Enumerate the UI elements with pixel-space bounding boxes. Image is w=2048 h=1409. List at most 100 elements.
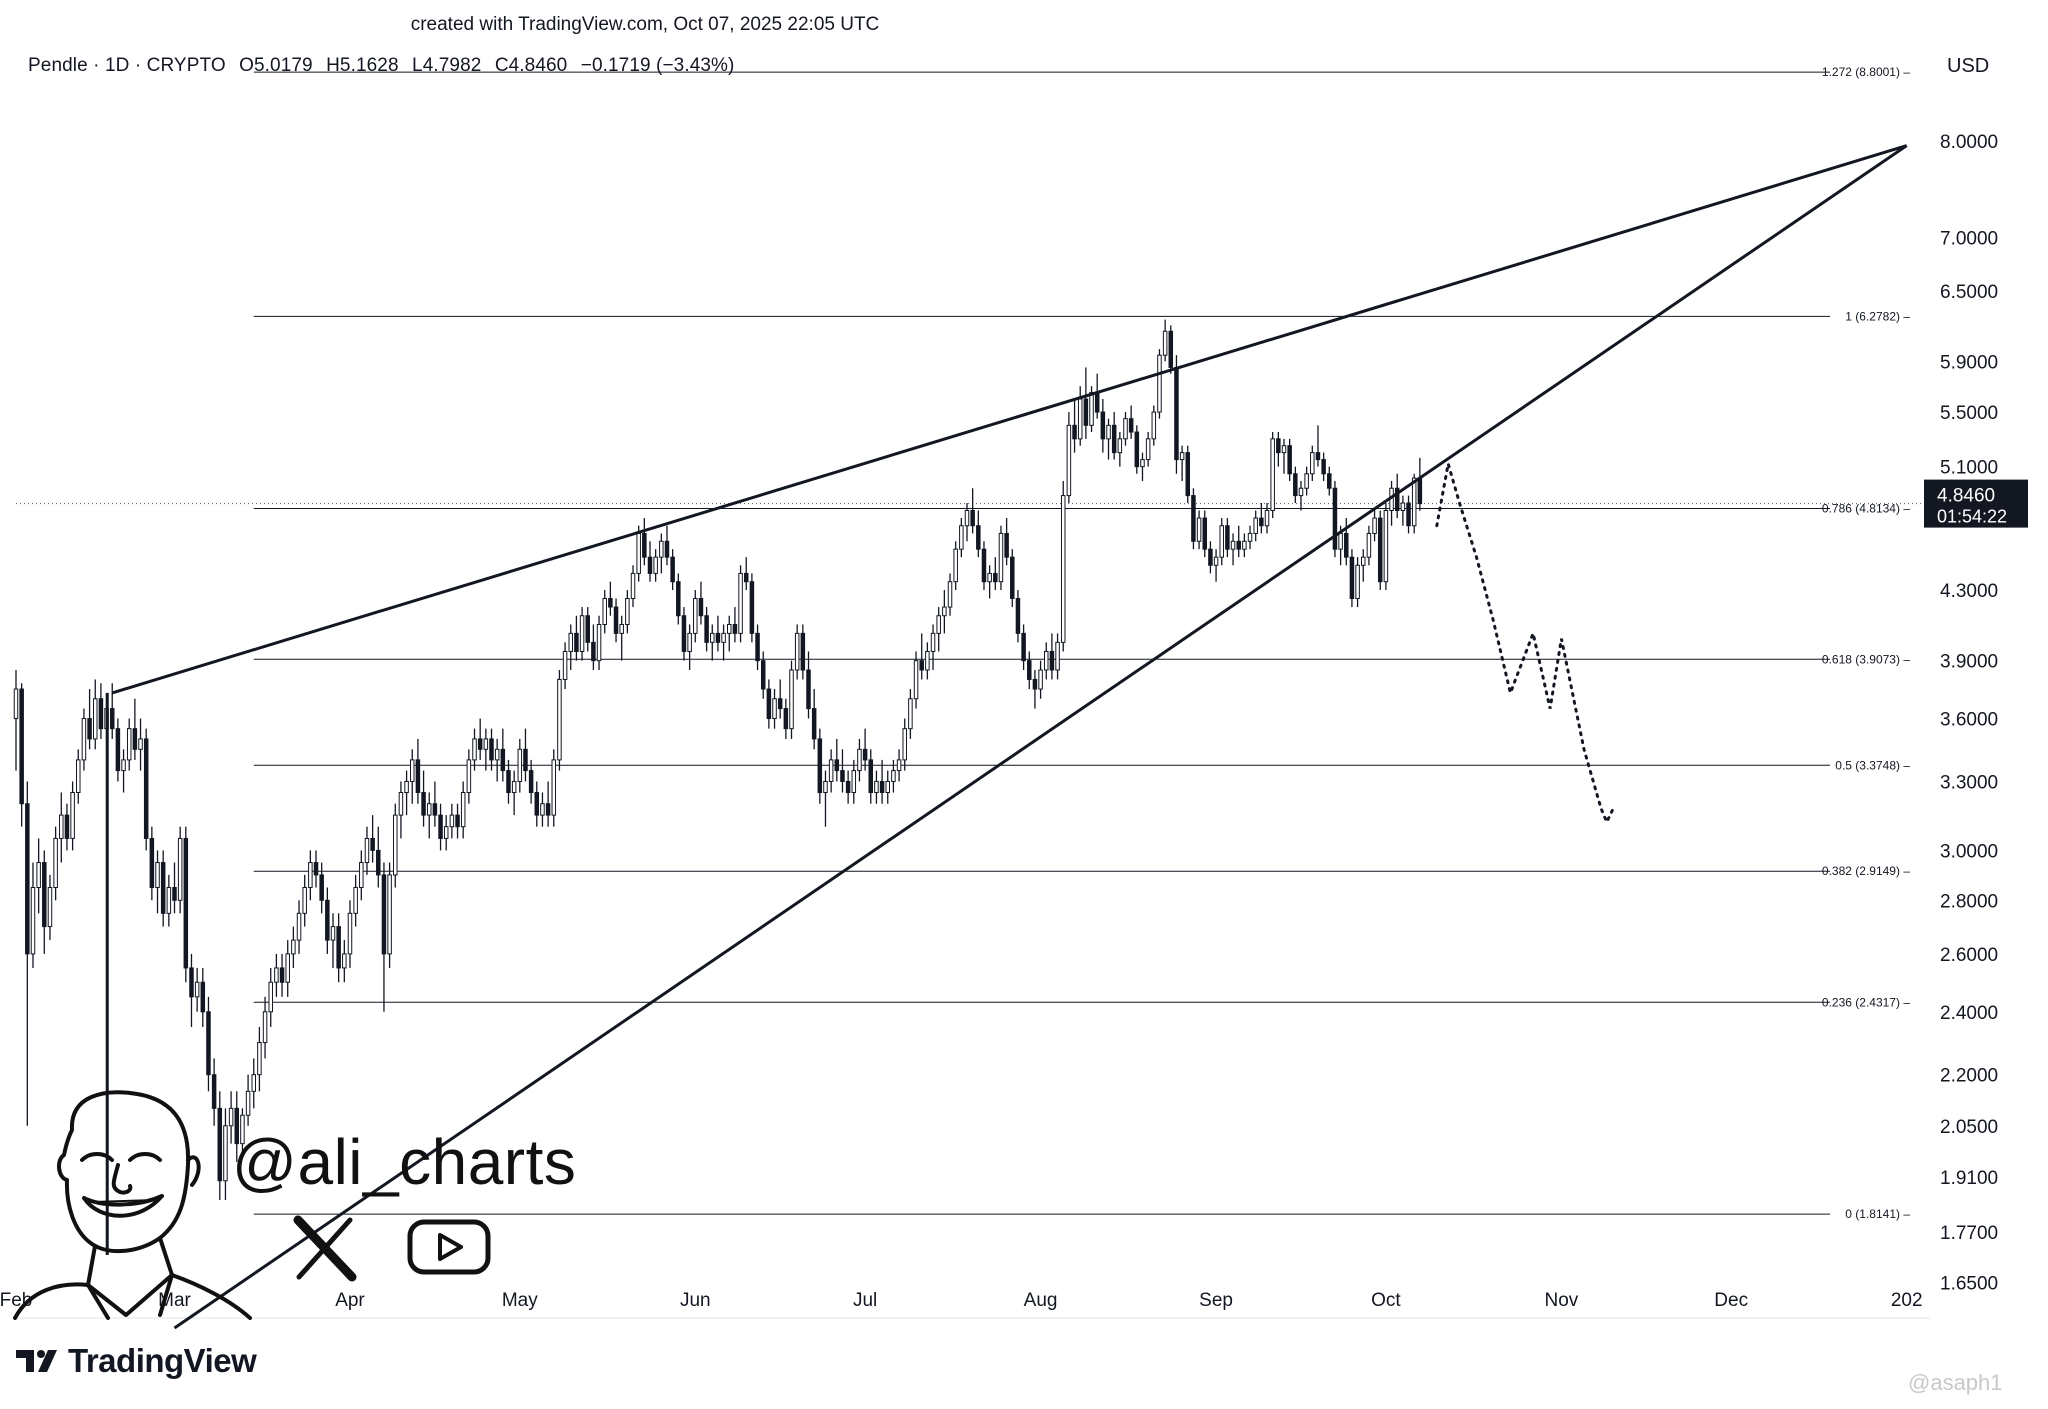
candle-body-up (138, 738, 143, 750)
candle-body-down (1174, 366, 1179, 461)
tradingview-logo-icon (16, 1350, 57, 1372)
candle (772, 689, 777, 729)
time-tick-label: Jul (853, 1290, 877, 1311)
candle-body-up (721, 632, 726, 643)
wedge-drawing[interactable] (105, 144, 1908, 1330)
candle-body-up (964, 509, 970, 527)
candle-body-down (664, 540, 670, 558)
candle-body-down (25, 803, 30, 955)
candle-body-down (698, 598, 704, 617)
candle-body-down (336, 926, 341, 969)
candle-body-up (1242, 540, 1247, 550)
candle (1185, 445, 1191, 504)
candle (613, 598, 619, 643)
candle (1157, 349, 1162, 419)
candle (642, 518, 647, 566)
candle-body-up (930, 632, 936, 652)
candle (1372, 510, 1377, 542)
time-axis[interactable]: Feb Mar Apr May Jun Jul Aug Sep Oct Nov Dec 202 (0, 1290, 1923, 1311)
candle (687, 624, 692, 670)
candle (121, 749, 126, 793)
price-tick-label: 1.7700 (1940, 1223, 1998, 1244)
candle (976, 510, 981, 558)
candle-body-up (449, 814, 455, 828)
candle (811, 689, 817, 750)
candle (421, 770, 426, 827)
candle-body-up (1179, 452, 1185, 461)
candle (1400, 495, 1406, 526)
candle (319, 862, 324, 914)
candle-body-down (585, 615, 590, 643)
price-tick-label: 3.3000 (1940, 772, 1998, 793)
avatar-teeth (91, 1199, 157, 1203)
candle-body-up (857, 748, 862, 772)
candle-body-up (1089, 392, 1094, 426)
candle (981, 541, 987, 591)
candle-body-down (845, 780, 851, 794)
candle-body-up (409, 759, 415, 782)
candle (13, 669, 19, 771)
candle-body-down (1406, 502, 1411, 527)
candle (53, 826, 58, 901)
candle (1174, 355, 1179, 474)
candle (659, 533, 664, 574)
candle-body-down (149, 837, 155, 888)
candle-body-up (1066, 424, 1072, 497)
candle (268, 967, 273, 1027)
candle-body-down (1332, 487, 1338, 550)
candle-body-up (659, 540, 664, 558)
candle (704, 607, 709, 652)
currency-label[interactable]: USD (1947, 55, 1990, 77)
avatar-ear (186, 1155, 201, 1187)
candle-body-down (98, 698, 104, 730)
fibonacci-retracement[interactable]: 1.272 (8.8001) – 1 (6.2782) – 0.786 (4.813… (16, 65, 1924, 1221)
candle (608, 581, 613, 616)
candle (1010, 549, 1015, 608)
candle (987, 565, 992, 599)
candle-body-up (1372, 517, 1377, 534)
symbol-label[interactable]: Pendle · 1D · CRYPTO (28, 55, 226, 76)
x-logo-icon[interactable] (293, 1215, 357, 1282)
price-axis[interactable]: 8.0000 7.0000 6.5000 5.9000 5.5000 5.1000 4.30… (1940, 132, 1998, 1295)
candle (347, 900, 353, 968)
candle (1202, 510, 1208, 558)
candle (506, 759, 511, 804)
candle (359, 850, 364, 901)
candle-body-up (393, 814, 398, 876)
candle-body-up (166, 886, 172, 914)
candle (523, 728, 528, 782)
candle-body-down (715, 632, 721, 643)
youtube-icon[interactable] (407, 1219, 491, 1275)
tradingview-brand[interactable]: TradingView (16, 1342, 257, 1380)
candle (1304, 466, 1309, 496)
candle-body-up (460, 792, 466, 828)
candle (834, 738, 840, 782)
candle-body-up (47, 886, 53, 928)
candle (1394, 473, 1400, 519)
candle-body-down (415, 759, 421, 794)
candle-body-down (87, 718, 92, 740)
candle (1208, 541, 1213, 574)
candle (993, 557, 998, 591)
candle-body-up (59, 814, 64, 839)
time-tick-label: Jun (680, 1290, 711, 1311)
candle-body-up (36, 862, 41, 888)
candle (568, 624, 574, 670)
candle (517, 738, 523, 793)
youtube-play (438, 1233, 463, 1261)
candle-body-up (194, 981, 200, 998)
candle (647, 541, 653, 582)
candle-body-up (1270, 438, 1275, 511)
candle-body-up (364, 837, 370, 864)
candle-body-down (981, 548, 987, 583)
candle-body-down (1134, 431, 1140, 468)
candle-body-down (19, 688, 24, 805)
candle-body-up (896, 759, 902, 772)
candle-body-down (1293, 473, 1298, 497)
candle (913, 651, 919, 709)
candle-body-down (591, 641, 596, 662)
candle (342, 940, 347, 983)
candle (217, 1091, 223, 1201)
candle (1140, 452, 1145, 481)
